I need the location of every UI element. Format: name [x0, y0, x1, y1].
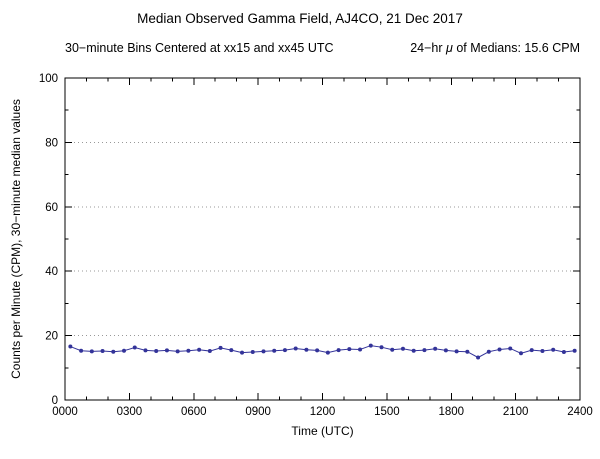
- data-point: [272, 348, 277, 353]
- data-point: [122, 348, 127, 353]
- data-point: [476, 355, 481, 360]
- data-point: [465, 349, 470, 354]
- data-point: [186, 348, 191, 353]
- data-point: [175, 349, 180, 354]
- data-point: [250, 350, 255, 355]
- data-point: [443, 348, 448, 353]
- data-point: [379, 345, 384, 350]
- data-point: [79, 348, 84, 353]
- x-tick-label: 2400: [567, 406, 593, 418]
- x-tick-label: 0300: [117, 406, 143, 418]
- data-point: [486, 349, 491, 354]
- y-axis-label: Counts per Minute (CPM), 30−minute media…: [9, 99, 23, 379]
- data-point: [100, 349, 105, 354]
- data-point: [89, 349, 94, 354]
- data-point: [197, 347, 202, 352]
- data-point: [433, 346, 438, 351]
- data-point: [529, 348, 534, 353]
- data-point: [358, 347, 363, 352]
- data-point: [218, 345, 223, 350]
- data-point: [454, 349, 459, 354]
- x-tick-label: 1800: [438, 406, 464, 418]
- data-point: [368, 343, 373, 348]
- data-point: [164, 348, 169, 353]
- x-axis-label: Time (UTC): [291, 424, 354, 438]
- y-tick-label: 100: [39, 73, 58, 85]
- data-point: [325, 350, 330, 355]
- x-tick-label: 1200: [310, 406, 336, 418]
- data-point: [143, 348, 148, 353]
- x-tick-label: 0600: [181, 406, 207, 418]
- data-point: [518, 351, 523, 356]
- data-point: [111, 349, 116, 354]
- subtitle-mean-pre: 24−hr: [410, 41, 446, 55]
- data-point: [154, 349, 159, 354]
- data-point: [229, 348, 234, 353]
- data-point: [336, 348, 341, 353]
- data-point: [411, 348, 416, 353]
- data-point: [261, 349, 266, 354]
- data-point: [132, 345, 137, 350]
- data-point: [207, 349, 212, 354]
- data-point: [240, 350, 245, 355]
- x-tick-label: 0000: [52, 406, 78, 418]
- x-tick-label: 0900: [245, 406, 271, 418]
- data-point: [572, 348, 577, 353]
- chart-title: Median Observed Gamma Field, AJ4CO, 21 D…: [137, 11, 463, 26]
- data-point: [293, 346, 298, 351]
- x-tick-label: 1500: [374, 406, 400, 418]
- data-point: [497, 347, 502, 352]
- mu-symbol: μ: [445, 41, 453, 55]
- chart-subtitle-row: 30−minute Bins Centered at xx15 and xx45…: [65, 41, 580, 55]
- data-point: [68, 344, 73, 349]
- data-point: [390, 347, 395, 352]
- subtitle-mean-post: of Medians: 15.6 CPM: [452, 41, 580, 55]
- data-point: [540, 349, 545, 354]
- subtitle-mean: 24−hr μ of Medians: 15.6 CPM: [410, 41, 580, 55]
- data-point: [508, 346, 513, 351]
- data-point: [347, 347, 352, 352]
- data-point: [315, 348, 320, 353]
- data-point: [551, 347, 556, 352]
- y-tick-label: 60: [45, 202, 58, 214]
- data-point: [400, 346, 405, 351]
- data-point: [422, 348, 427, 353]
- data-point: [282, 348, 287, 353]
- data-point: [304, 347, 309, 352]
- y-tick-label: 20: [45, 331, 58, 343]
- data-point: [561, 350, 566, 355]
- y-tick-label: 40: [45, 266, 58, 278]
- y-tick-label: 0: [52, 395, 58, 407]
- x-tick-label: 2100: [503, 406, 529, 418]
- y-tick-label: 80: [45, 137, 58, 149]
- subtitle-bins: 30−minute Bins Centered at xx15 and xx45…: [65, 41, 334, 55]
